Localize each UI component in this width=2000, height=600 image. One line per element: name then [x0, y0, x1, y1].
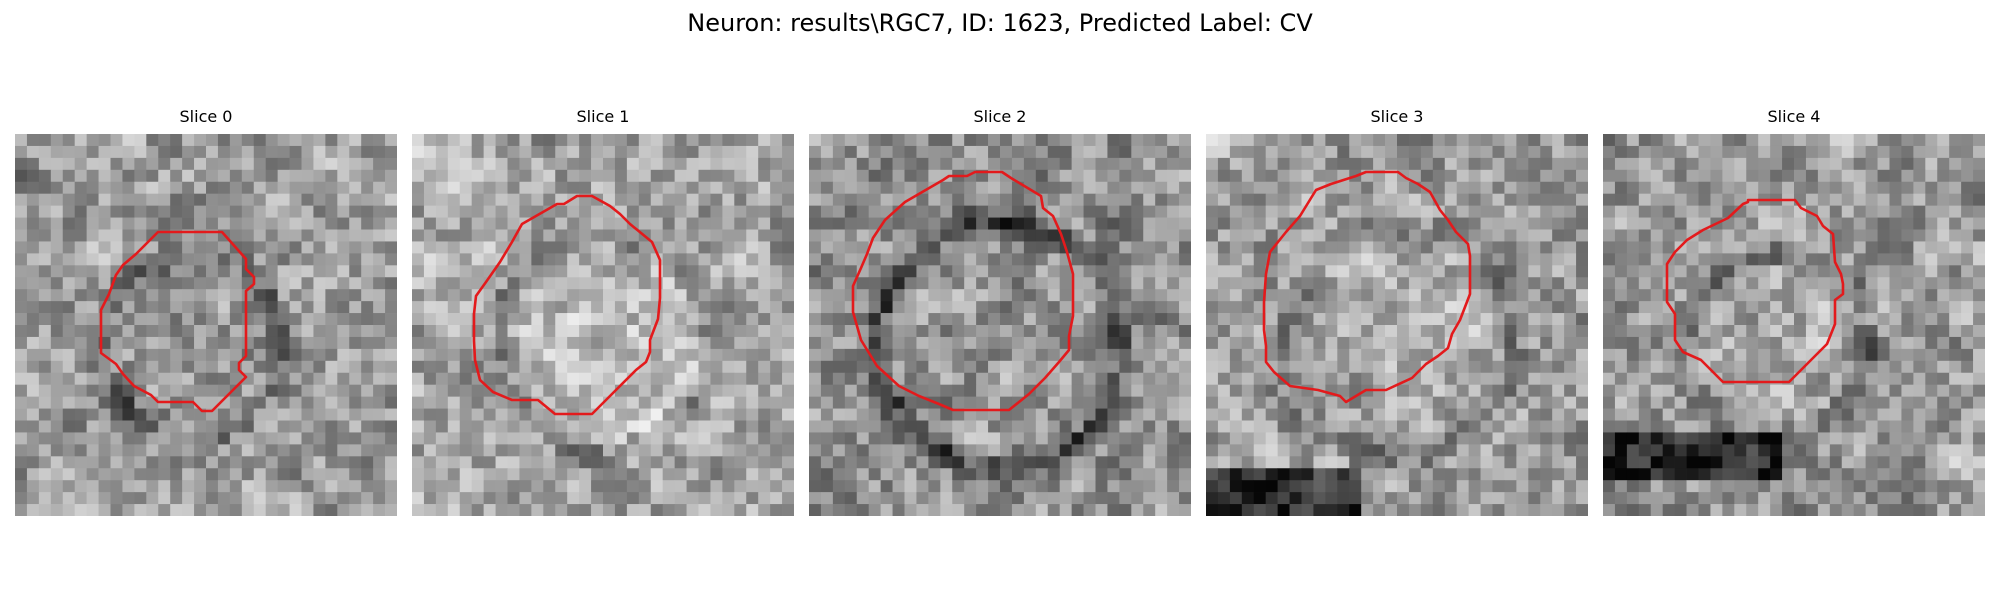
slice-title-4: Slice 4	[1767, 107, 1821, 126]
slice-image-4	[1603, 134, 1985, 516]
slice-title-2: Slice 2	[973, 107, 1027, 126]
slice-title-0: Slice 0	[179, 107, 233, 126]
slice-image-0	[15, 134, 397, 516]
contour-1	[472, 194, 662, 416]
slice-image-2	[809, 134, 1191, 516]
slice-title-3: Slice 3	[1370, 107, 1424, 126]
figure-title: Neuron: results\RGC7, ID: 1623, Predicte…	[687, 9, 1313, 37]
slice-title-1: Slice 1	[576, 107, 630, 126]
contour-4	[1665, 198, 1845, 384]
slice-image-3	[1206, 134, 1588, 516]
slice-image-1	[412, 134, 794, 516]
contour-2	[851, 170, 1075, 412]
contour-3	[1262, 170, 1472, 404]
contour-0	[99, 230, 256, 413]
